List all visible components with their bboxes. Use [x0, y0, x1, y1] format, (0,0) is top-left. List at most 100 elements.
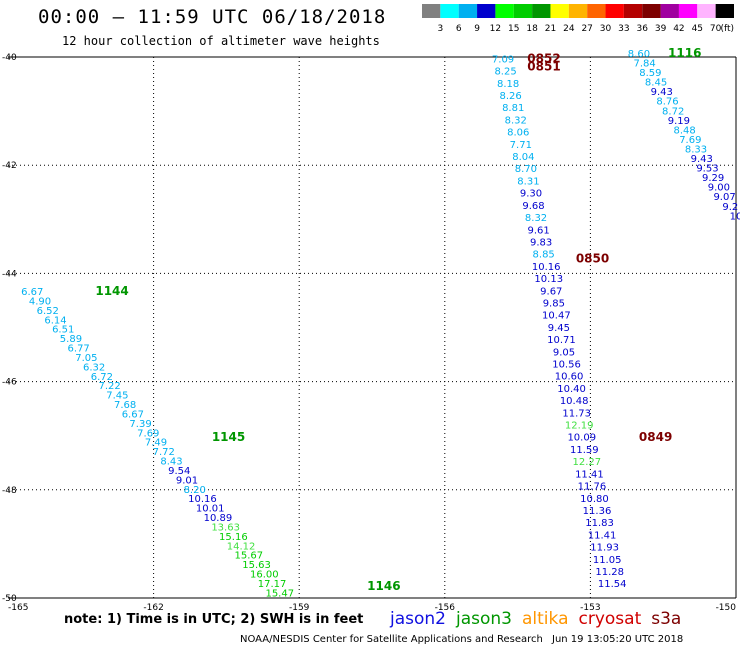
wave-height-value: 8.26 [500, 91, 522, 102]
wave-height-value: 8.31 [517, 176, 539, 187]
scale-label: 6 [456, 24, 462, 34]
time-label: 1145 [212, 430, 245, 444]
scale-label: 30 [600, 24, 612, 34]
y-tick-label: -50 [2, 594, 17, 604]
wave-height-value: 10.48 [560, 396, 589, 407]
wave-height-value: 7.49 [145, 438, 167, 449]
wave-height-value: 9.54 [168, 466, 190, 477]
wave-height-value: 9.00 [708, 183, 730, 194]
wave-height-value: 9.45 [548, 323, 570, 334]
wave-height-value: 7.68 [114, 400, 136, 411]
wave-height-value: 8.04 [512, 152, 534, 163]
scale-swatch [642, 4, 661, 18]
wave-height-value: 9.43 [651, 87, 673, 98]
wave-height-value: 7.69 [679, 135, 701, 146]
wave-height-value: 10.47 [542, 311, 571, 322]
wave-height-value: 6.14 [44, 315, 66, 326]
wave-height-value: 9.61 [527, 225, 549, 236]
wave-height-value: 10.13 [534, 274, 563, 285]
scale-swatch [660, 4, 679, 18]
y-tick-label: -44 [2, 269, 17, 279]
wave-height-value: 8.45 [645, 78, 667, 89]
wave-height-value: 10.09 [567, 433, 596, 444]
scale-label: 21 [545, 24, 556, 34]
scale-label: 27 [581, 24, 592, 34]
wave-height-value: 7.05 [75, 353, 97, 364]
wave-height-value: 16.00 [250, 570, 279, 581]
scale-label: 12 [490, 24, 501, 34]
scale-swatch [458, 4, 478, 18]
legend-item-cryosat: cryosat [578, 609, 642, 629]
wave-height-value: 15.67 [235, 551, 264, 562]
wave-height-value: 11.05 [593, 555, 622, 566]
wave-height-value: 8.25 [494, 67, 516, 78]
scale-label: (ft) [720, 24, 734, 34]
note-text: note: 1) Time is in UTC; 2) SWH is in fe… [64, 612, 364, 627]
wave-height-value: 10.56 [552, 360, 581, 371]
legend-item-jason3: jason3 [456, 609, 512, 629]
wave-height-value: 7.69 [137, 428, 159, 439]
scale-swatch [568, 4, 588, 18]
wave-height-value: 9.05 [553, 347, 575, 358]
scale-swatch [623, 4, 643, 18]
wave-height-value: 4.90 [29, 296, 51, 307]
page-subtitle: 12 hour collection of altimeter wave hei… [62, 34, 380, 48]
wave-height-value: 8.81 [502, 103, 524, 114]
y-tick-label: -40 [2, 53, 17, 63]
wave-height-value: 12.27 [573, 457, 602, 468]
wave-height-value: 6.72 [91, 372, 113, 383]
x-tick-label: -159 [289, 603, 310, 613]
scale-label: 36 [637, 24, 649, 34]
legend-item-altika: altika [522, 609, 569, 629]
page-title: 00:00 – 11:59 UTC 06/18/2018 [38, 6, 387, 28]
wave-height-value: 10.40 [557, 384, 586, 395]
scale-swatch [715, 4, 734, 18]
satellite-legend: jason2 jason3 altika cryosat s3a [390, 609, 691, 629]
wave-height-value: 9.19 [668, 116, 690, 127]
wave-height-value: 11.28 [595, 567, 624, 578]
scale-label: 24 [563, 24, 575, 34]
scale-swatch [587, 4, 606, 18]
scale-swatch [697, 4, 716, 18]
wave-height-value: 11.41 [588, 530, 617, 541]
wave-height-value: 9.2 [722, 202, 738, 213]
y-tick-label: -48 [2, 486, 17, 496]
wave-height-value: 15.47 [265, 588, 294, 599]
wave-height-value: 8.60 [628, 49, 650, 60]
wave-height-value: 9.85 [543, 298, 565, 309]
scale-swatch [550, 4, 569, 18]
time-label: 0851 [527, 60, 560, 74]
wave-height-value: 7.09 [492, 54, 514, 65]
wave-height-value: 7.71 [510, 140, 532, 151]
wave-height-value: 8.32 [525, 213, 547, 224]
footer-credit: NOAA/NESDIS Center for Satellite Applica… [240, 634, 543, 645]
wave-height-value: 8.70 [515, 164, 537, 175]
wave-height-value: 8.85 [533, 250, 555, 261]
time-label: 0849 [639, 430, 672, 444]
wave-height-value: 11.76 [578, 482, 607, 493]
wave-height-value: 7.22 [98, 381, 120, 392]
wave-height-value: 8.20 [184, 485, 206, 496]
x-tick-label: -162 [143, 603, 163, 613]
wave-height-value: 9.07 [713, 192, 735, 203]
wave-height-value: 8.18 [497, 79, 519, 90]
time-label: 0852 [527, 51, 560, 65]
wave-height-value: 10.80 [580, 494, 609, 505]
scale-label: 33 [618, 24, 629, 34]
wave-height-value: 8.59 [639, 68, 661, 79]
x-tick-label: -165 [8, 603, 28, 613]
footer-timestamp: Jun 19 13:05:20 UTC 2018 [552, 634, 684, 645]
wave-height-value: 7.45 [106, 391, 128, 402]
wave-height-value: 8.06 [507, 128, 529, 139]
scale-swatch [422, 4, 441, 18]
wave-height-value: 9.67 [540, 286, 562, 297]
scale-label: 39 [655, 24, 667, 34]
wave-height-value: 9.29 [702, 173, 724, 184]
wave-height-value: 8.33 [685, 144, 707, 155]
time-label: 1116 [668, 46, 701, 60]
scale-swatch [477, 4, 496, 18]
wave-height-value: 9.53 [696, 164, 718, 175]
x-tick-label: -153 [580, 603, 600, 613]
wave-height-value: 8.72 [662, 106, 684, 117]
